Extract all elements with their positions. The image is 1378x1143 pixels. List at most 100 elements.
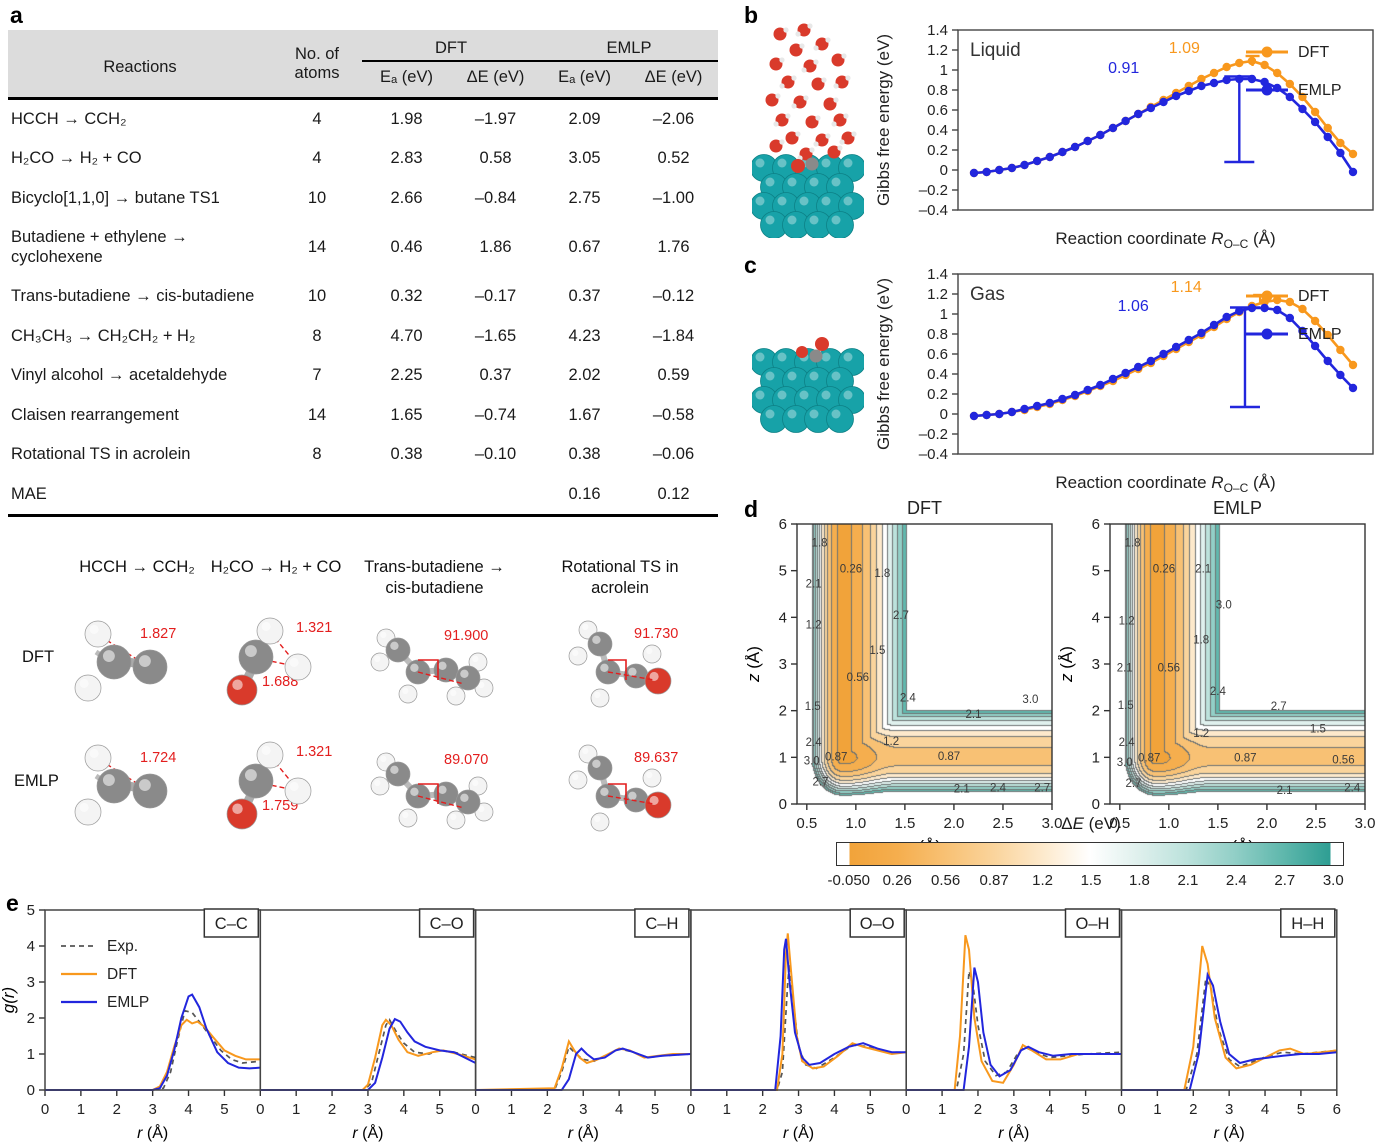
- table-cell: –0.12: [652, 287, 695, 306]
- svg-text:z (Å): z (Å): [1058, 646, 1076, 683]
- svg-text:3: 3: [1092, 656, 1100, 673]
- mol-col-label-3: Trans-butadiene → cis-butadiene: [364, 558, 505, 597]
- svg-text:5: 5: [1297, 1101, 1305, 1118]
- table-cell: 1.67: [568, 405, 601, 424]
- table-cell: –1.97: [474, 110, 517, 128]
- svg-text:EMLP: EMLP: [1298, 326, 1342, 343]
- svg-text:z (Å): z (Å): [745, 646, 763, 683]
- svg-text:2.7: 2.7: [1271, 701, 1287, 713]
- svg-text:6: 6: [1092, 516, 1100, 533]
- svg-text:2.1: 2.1: [1195, 563, 1211, 575]
- table-cell: Vinyl alcohol → acetaldehyde: [11, 366, 228, 385]
- svg-text:2: 2: [113, 1101, 121, 1118]
- svg-text:1: 1: [292, 1101, 300, 1118]
- table-cell: H₂CO → H₂ + CO: [11, 149, 142, 168]
- svg-text:2.5: 2.5: [1306, 815, 1327, 832]
- svg-text:6: 6: [779, 516, 787, 533]
- table-cell: 0.58: [479, 149, 512, 168]
- svg-text:–0.4: –0.4: [919, 446, 948, 463]
- colorbar-tick-label: -0.050: [827, 872, 871, 889]
- svg-text:3.0: 3.0: [1042, 815, 1063, 832]
- svg-text:1.2: 1.2: [927, 286, 948, 303]
- table-row: Butadiene + ethylene → cyclohexene 14 0.46…: [8, 218, 718, 277]
- svg-text:2.4: 2.4: [806, 737, 823, 749]
- table-row: CH₃CH₃ → CH₂CH₂ + H₂ 8 4.70 –1.65 4.23 –1.84: [8, 317, 718, 356]
- molecule-acrolein-emlp: 89.637: [548, 724, 698, 842]
- table-header: Reactions No. of atoms DFT EMLP Eₐ (eV) …: [8, 30, 719, 99]
- svg-text:4: 4: [1046, 1101, 1054, 1118]
- svg-text:4: 4: [184, 1101, 192, 1118]
- svg-text:2.7: 2.7: [813, 777, 829, 789]
- svg-text:1: 1: [27, 1046, 35, 1063]
- svg-text:3.0: 3.0: [1216, 599, 1232, 611]
- svg-text:0: 0: [687, 1101, 695, 1118]
- table-cell: 3.05: [568, 149, 601, 168]
- svg-text:1.2: 1.2: [1119, 616, 1135, 628]
- svg-text:–0.2: –0.2: [919, 182, 948, 199]
- svg-text:1.2: 1.2: [883, 736, 899, 748]
- svg-text:0.5: 0.5: [796, 815, 817, 832]
- svg-text:1.8: 1.8: [1125, 538, 1141, 550]
- svg-text:r (Å): r (Å): [783, 1123, 814, 1142]
- svg-text:5: 5: [436, 1101, 444, 1118]
- svg-text:Reaction coordinate RO–C (Å): Reaction coordinate RO–C (Å): [1055, 229, 1275, 251]
- svg-text:1.5: 1.5: [805, 701, 821, 713]
- svg-text:0.6: 0.6: [927, 346, 948, 363]
- table-row: Rotational TS in acrolein 8 0.38 –0.10 0.38 –…: [8, 435, 718, 474]
- svg-text:1.0: 1.0: [845, 815, 866, 832]
- svg-text:0.56: 0.56: [847, 672, 869, 684]
- col-header-emlp-ea: Eₐ (eV): [558, 68, 611, 86]
- svg-text:2: 2: [27, 1010, 35, 1027]
- svg-text:2.7: 2.7: [893, 610, 909, 622]
- col-header-dft-ea: Eₐ (eV): [380, 68, 433, 86]
- table-cell: 1.65: [390, 405, 423, 424]
- svg-text:1.5: 1.5: [1310, 723, 1326, 735]
- svg-text:4: 4: [830, 1101, 838, 1118]
- table-cell: 2.66: [390, 188, 423, 207]
- svg-text:g(r): g(r): [0, 987, 18, 1013]
- svg-text:Exp.: Exp.: [107, 938, 138, 955]
- mol-row-label-emlp: EMLP: [14, 772, 59, 790]
- svg-text:1: 1: [940, 62, 948, 79]
- svg-text:2: 2: [974, 1101, 982, 1118]
- table-cell: 2.25: [390, 366, 423, 385]
- table-cell: –1.65: [474, 326, 517, 345]
- table-cell: 2.02: [568, 366, 601, 385]
- svg-text:0.26: 0.26: [1153, 563, 1175, 575]
- svg-text:Gibbs free energy (eV): Gibbs free energy (eV): [874, 278, 893, 450]
- svg-text:4: 4: [1261, 1101, 1269, 1118]
- colorbar-title: ΔE (eV): [1061, 814, 1121, 833]
- molecule-butadiene-dft: 91.900: [360, 600, 510, 718]
- svg-text:0.26: 0.26: [840, 563, 862, 575]
- svg-text:0.56: 0.56: [1332, 755, 1354, 767]
- table-cell: 8: [312, 445, 322, 464]
- table-cell: Claisen rearrangement: [11, 405, 179, 424]
- svg-text:H–H: H–H: [1291, 915, 1324, 933]
- col-header-atoms: No. of atoms: [294, 44, 340, 82]
- gibbs-energy-chart-liquid: 1.4 1.2 1 0.8 0.6 0.4 0.2 0 –0.2 –0.4 Gibbs free e…: [868, 6, 1378, 252]
- svg-text:0: 0: [41, 1101, 49, 1118]
- svg-text:0.2: 0.2: [927, 386, 948, 403]
- svg-text:r (Å): r (Å): [1214, 1123, 1245, 1142]
- svg-text:0.87: 0.87: [1138, 752, 1160, 764]
- table-cell: –1.00: [652, 188, 695, 207]
- svg-text:EMLP: EMLP: [1298, 82, 1342, 99]
- svg-text:1: 1: [723, 1101, 731, 1118]
- table-cell: 2.83: [390, 149, 423, 168]
- mol-col-label-2: H₂CO → H₂ + CO: [210, 558, 342, 576]
- liquid-water-slab-image: [750, 20, 866, 239]
- svg-text:2: 2: [758, 1101, 766, 1118]
- table-cell: –0.17: [474, 287, 517, 306]
- svg-text:0.56: 0.56: [1158, 663, 1180, 675]
- svg-text:Liquid: Liquid: [970, 40, 1021, 61]
- svg-text:3.0: 3.0: [1117, 757, 1133, 769]
- table-cell: 1.86: [479, 238, 512, 257]
- table-row: H₂CO → H₂ + CO 4 2.83 0.58 3.05 0.52: [8, 139, 718, 178]
- svg-text:r (Å): r (Å): [998, 1123, 1029, 1142]
- col-header-reactions: Reactions: [103, 58, 177, 76]
- svg-text:2.0: 2.0: [1256, 815, 1277, 832]
- table-row: Claisen rearrangement 14 1.65 –0.74 1.67 –0.5…: [8, 396, 718, 435]
- svg-text:0.91: 0.91: [1108, 60, 1139, 77]
- table-cell: Butadiene + ethylene → cyclohexene: [11, 228, 188, 266]
- svg-text:1: 1: [77, 1101, 85, 1118]
